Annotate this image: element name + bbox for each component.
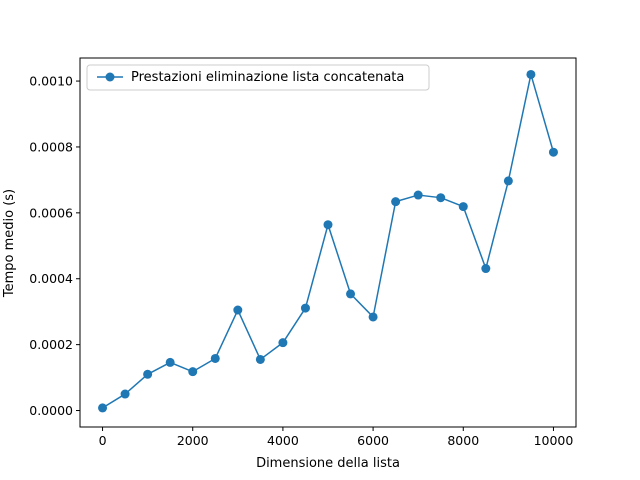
data-point	[278, 338, 288, 348]
y-axis-label: Tempo medio (s)	[2, 189, 17, 298]
y-tick-label: 0.0000	[29, 403, 73, 418]
data-point	[143, 369, 153, 379]
data-point	[436, 193, 446, 203]
legend-marker-icon	[105, 72, 115, 82]
data-point	[210, 353, 220, 363]
data-point	[188, 367, 198, 377]
plot-area	[80, 58, 576, 427]
data-point	[98, 403, 108, 413]
legend-label: Prestazioni eliminazione lista concatena…	[131, 70, 404, 85]
data-point	[368, 312, 378, 322]
series-layer	[98, 69, 558, 413]
legend: Prestazioni eliminazione lista concatena…	[86, 64, 430, 91]
y-tick-label: 0.0002	[29, 337, 73, 352]
y-tick-label: 0.0008	[29, 139, 73, 154]
data-point	[255, 354, 265, 364]
data-point	[548, 147, 558, 157]
data-point	[481, 264, 491, 274]
data-point	[346, 289, 356, 299]
x-tick-label: 0	[99, 433, 107, 448]
data-point	[391, 197, 401, 207]
y-tick-label: 0.0006	[29, 205, 73, 220]
data-point	[413, 190, 423, 200]
data-point	[300, 303, 310, 313]
x-tick-label: 8000	[447, 433, 479, 448]
y-tick-label: 0.0010	[29, 74, 73, 89]
data-point	[526, 69, 536, 79]
x-axis-ticks: 0 2000 4000 6000 8000 10000	[99, 427, 574, 448]
y-tick-label: 0.0004	[29, 271, 73, 286]
legend-box	[86, 64, 430, 91]
x-tick-label: 4000	[267, 433, 299, 448]
x-tick-label: 10000	[534, 433, 574, 448]
x-tick-label: 6000	[357, 433, 389, 448]
plot-frame	[79, 57, 577, 428]
data-point	[503, 176, 513, 186]
y-axis-ticks: 0.0000 0.0002 0.0004 0.0006 0.0008 0.0010	[29, 74, 80, 418]
data-point	[323, 220, 333, 230]
data-point	[233, 305, 243, 315]
data-point	[165, 357, 175, 367]
x-axis-label: Dimensione della lista	[256, 456, 400, 471]
data-point	[120, 389, 130, 399]
x-tick-label: 2000	[177, 433, 209, 448]
data-point	[458, 202, 468, 212]
